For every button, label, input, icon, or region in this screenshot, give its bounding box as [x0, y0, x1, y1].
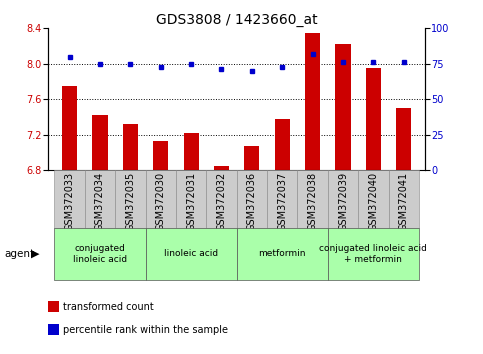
Bar: [145, 228, 237, 280]
Text: GSM372034: GSM372034: [95, 172, 105, 231]
Text: transformed count: transformed count: [63, 302, 154, 312]
Bar: [115, 170, 145, 228]
Text: GSM372030: GSM372030: [156, 172, 166, 231]
Text: GSM372036: GSM372036: [247, 172, 257, 231]
Bar: [153, 141, 168, 170]
Text: GSM372038: GSM372038: [308, 172, 318, 231]
Bar: [267, 170, 298, 228]
Bar: [214, 166, 229, 170]
Bar: [62, 86, 77, 170]
Text: GSM372037: GSM372037: [277, 172, 287, 231]
Bar: [244, 146, 259, 170]
Bar: [85, 170, 115, 228]
Text: metformin: metformin: [258, 250, 306, 258]
Bar: [123, 124, 138, 170]
Text: GSM372041: GSM372041: [399, 172, 409, 231]
Bar: [328, 170, 358, 228]
Bar: [358, 170, 389, 228]
Text: GSM372031: GSM372031: [186, 172, 196, 231]
Text: conjugated
linoleic acid: conjugated linoleic acid: [73, 244, 127, 264]
Bar: [335, 44, 351, 170]
Title: GDS3808 / 1423660_at: GDS3808 / 1423660_at: [156, 13, 317, 27]
Text: agent: agent: [5, 249, 35, 259]
Bar: [176, 170, 206, 228]
Bar: [237, 170, 267, 228]
Bar: [237, 228, 328, 280]
Bar: [389, 170, 419, 228]
Text: linoleic acid: linoleic acid: [164, 250, 218, 258]
Text: GSM372035: GSM372035: [125, 172, 135, 231]
Text: GSM372039: GSM372039: [338, 172, 348, 231]
Bar: [298, 170, 328, 228]
Bar: [305, 33, 320, 170]
Text: GSM372040: GSM372040: [369, 172, 378, 231]
Text: conjugated linoleic acid
+ metformin: conjugated linoleic acid + metformin: [319, 244, 427, 264]
Text: percentile rank within the sample: percentile rank within the sample: [63, 325, 228, 335]
Bar: [206, 170, 237, 228]
Bar: [55, 228, 145, 280]
Bar: [275, 119, 290, 170]
Text: GSM372033: GSM372033: [65, 172, 74, 231]
Bar: [366, 68, 381, 170]
Bar: [396, 108, 412, 170]
Bar: [328, 228, 419, 280]
Text: ▶: ▶: [31, 249, 40, 259]
Bar: [92, 115, 108, 170]
Text: GSM372032: GSM372032: [216, 172, 227, 231]
Bar: [145, 170, 176, 228]
Bar: [184, 133, 199, 170]
Bar: [55, 170, 85, 228]
